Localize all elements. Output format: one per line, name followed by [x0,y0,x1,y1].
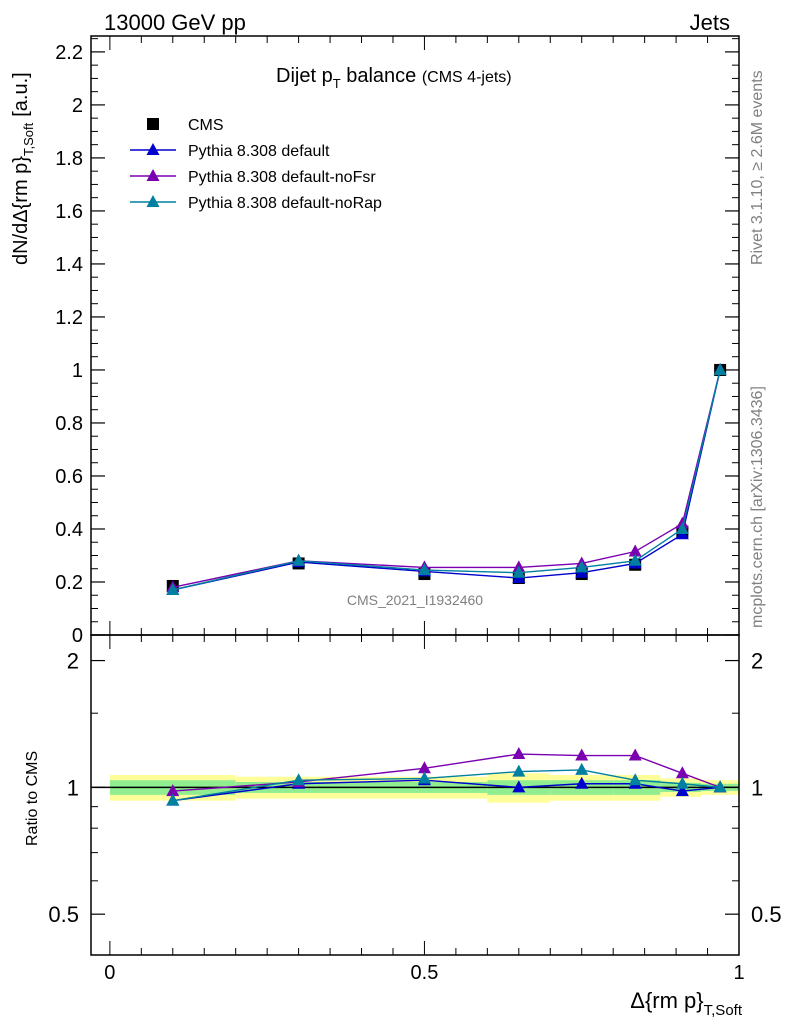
data-point-ratio-pythia-8-308-default-nofsr [512,747,526,760]
data-point-ratio-pythia-8-308-default-norap [512,764,526,777]
legend-label: Pythia 8.308 default [188,143,330,160]
data-point-pythia-8-308-default-norap [628,553,642,566]
data-point-ratio-pythia-8-308-default-nofsr [675,766,689,779]
main-y-tick-label: 1 [72,360,83,382]
data-point-ratio-pythia-8-308-default-norap [713,780,727,793]
data-point-pythia-8-308-default-norap [575,560,589,573]
data-point-pythia-8-308-default-norap [675,521,689,534]
main-x-ticks [109,36,740,635]
chart-title: Dijet pT balance (CMS 4-jets) [276,65,512,91]
x-tick-label: 0.5 [411,962,439,984]
data-point-ratio-pythia-8-308-default [675,784,689,797]
data-point-ratio-pythia-8-308-default-norap [675,776,689,789]
ratio-y-label: Ratio to CMS [24,751,41,846]
data-point-ratio-pythia-8-308-default-nofsr [628,748,642,761]
main-y-label: dN/dΔ{rm p}T,Soft[a.u.] [10,72,36,265]
main-y-tick-label: 0.6 [55,466,83,488]
x-tick-label: 0 [104,962,115,984]
data-point-ratio-pythia-8-308-default-norap [166,793,180,806]
data-point-ratio-pythia-8-308-default [512,780,526,793]
data-point-ratio-pythia-8-308-default-norap [292,773,306,786]
main-y-tick-label: 1.6 [55,201,83,223]
data-point-pythia-8-308-default-norap [713,362,727,375]
data-point-ratio-pythia-8-308-default-nofsr [166,784,180,797]
legend: CMS Pythia 8.308 default Pythia 8.308 defa… [130,117,382,212]
ratio-y-tick-label: 2 [67,649,79,674]
energy-label: 13000 GeV pp [104,10,246,35]
legend-marker-triangle [146,169,160,181]
main-y-tick-label: 2 [72,95,83,117]
data-point-ratio-pythia-8-308-default-norap [628,773,642,786]
legend-marker-triangle [146,143,160,155]
data-point-pythia-8-308-default-norap [417,563,431,576]
legend-label: CMS [188,117,224,134]
x-axis-label: Δ{rm p}T,Soft [630,988,743,1019]
data-point-pythia-8-308-default-norap [292,553,306,566]
series-line-pythia-8-308-default [172,369,721,591]
main-y-ticks: 0 0.2 0.4 0.6 0.8 1 1.2 1.4 1.6 1.8 2 2.2 [55,38,739,647]
data-point-ratio-pythia-8-308-default-norap [575,762,589,775]
legend-item: Pythia 8.308 default-noRap [130,195,382,212]
ratio-y-tick-label-right: 2 [751,649,763,674]
analysis-watermark: CMS_2021_I1932460 [347,592,483,608]
rivet-label: Rivet 3.1.10, ≥ 2.6M events [749,70,766,265]
ratio-y-tick-label-right: 0.5 [751,902,782,927]
data-point-ratio-pythia-8-308-default-norap [417,771,431,784]
main-panel: 0 0.2 0.4 0.6 0.8 1 1.2 1.4 1.6 1.8 2 2.2 CMS_2021_… [10,35,740,647]
ratio-series [166,747,727,806]
data-point-pythia-8-308-default-norap [166,582,180,595]
ratio-panel: 0.5 0.51 12 2 0 0.5 1 Ratio to CMS Δ{rm p}T,S… [24,634,782,1019]
main-y-tick-label: 1.8 [55,148,83,170]
ratio-y-tick-label-right: 1 [751,775,763,800]
main-y-tick-label: 2.2 [55,42,83,64]
data-point-ratio-pythia-8-308-default [575,776,589,789]
main-y-tick-label: 0.4 [55,519,83,541]
main-y-tick-label: 1.4 [55,254,83,276]
main-y-tick-label: 1.2 [55,307,83,329]
legend-marker-square [147,118,159,130]
ratio-x-ticks: 0 0.5 1 [104,635,745,984]
legend-item: Pythia 8.308 default [130,143,330,160]
legend-label: Pythia 8.308 default-noFsr [188,169,376,186]
series-line-pythia-8-308-default-norap [172,369,721,591]
legend-marker-triangle [146,195,160,207]
category-label: Jets [690,10,730,35]
main-series [166,362,727,595]
data-point-ratio-pythia-8-308-default-nofsr [575,748,589,761]
mcplots-label: mcplots.cern.ch [arXiv:1306.3436] [749,386,766,628]
legend-label: Pythia 8.308 default-noRap [188,195,382,212]
ratio-y-tick-label: 0.5 [48,902,79,927]
x-tick-label: 1 [733,962,744,984]
data-point-pythia-8-308-default-nofsr [628,544,642,557]
main-y-tick-label: 0 [72,625,83,647]
main-y-tick-label: 0.8 [55,413,83,435]
series-line-ratio-pythia-8-308-default-norap [172,769,721,802]
main-y-tick-label: 0.2 [55,572,83,594]
ratio-frame [90,634,740,956]
data-point-pythia-8-308-default-norap [512,565,526,578]
legend-item: CMS [147,117,224,134]
ratio-y-tick-label: 1 [67,775,79,800]
ratio-y-ticks: 0.5 0.5 1 1 2 2 [48,649,781,928]
legend-item: Pythia 8.308 default-noFsr [130,169,376,186]
series-line-ratio-pythia-8-308-default [172,779,721,802]
data-point-ratio-pythia-8-308-default-nofsr [417,761,431,774]
